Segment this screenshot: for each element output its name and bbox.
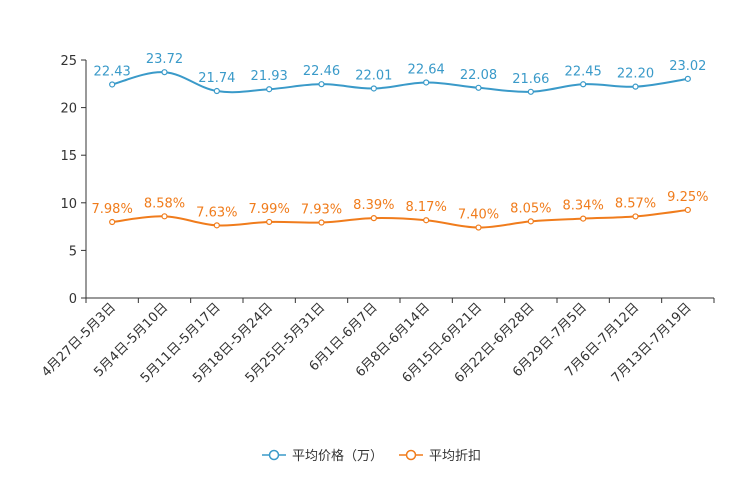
y-tick-label: 15 — [60, 149, 77, 164]
data-point[interactable] — [423, 79, 430, 86]
data-label: 21.93 — [251, 69, 288, 84]
data-point[interactable] — [318, 219, 325, 226]
y-tick-label: 25 — [60, 54, 77, 69]
data-point[interactable] — [318, 81, 325, 88]
data-point[interactable] — [370, 85, 377, 92]
data-label: 22.01 — [355, 68, 392, 83]
data-point[interactable] — [370, 215, 377, 222]
data-label: 7.99% — [249, 202, 290, 217]
data-label: 22.45 — [565, 64, 602, 79]
data-point[interactable] — [266, 218, 273, 226]
data-label: 8.34% — [563, 199, 604, 214]
data-point[interactable] — [475, 84, 482, 91]
data-point[interactable] — [527, 88, 534, 95]
data-label: 22.64 — [408, 62, 445, 77]
legend-marker-icon — [268, 449, 280, 461]
data-label: 23.02 — [669, 59, 706, 74]
legend-item-1[interactable]: 平均价格（万） — [262, 448, 383, 464]
data-label: 8.58% — [144, 196, 185, 211]
data-label: 8.05% — [510, 201, 551, 216]
data-label: 22.20 — [617, 67, 654, 82]
series-line — [112, 208, 688, 229]
data-label: 7.93% — [301, 203, 342, 218]
data-point[interactable] — [109, 218, 116, 226]
data-label: 8.57% — [615, 196, 656, 211]
axes: 05101520254月27日-5月3日5月4日-5月10日5月11日-5月17… — [39, 54, 715, 386]
series-2: 7.98% 8.58% 7.63% 7.99% 7.93% 8.39% 8.17% 7.40%… — [92, 190, 708, 231]
y-tick-label: 0 — [69, 292, 77, 307]
legend: 平均价格（万） 平均折扣 — [262, 448, 481, 464]
data-point[interactable] — [423, 217, 430, 224]
legend-marker-icon — [405, 449, 417, 461]
series-1: 22.43 23.72 21.74 21.93 22.46 22.01 22.64 22.08… — [94, 52, 706, 95]
data-point[interactable] — [109, 81, 116, 88]
data-point[interactable] — [684, 75, 691, 82]
data-label: 22.46 — [303, 64, 340, 79]
data-point[interactable] — [580, 81, 587, 88]
legend-label: 平均折扣 — [429, 449, 481, 464]
data-point[interactable] — [161, 69, 168, 76]
y-tick-label: 10 — [60, 197, 77, 212]
series-layer: 22.43 23.72 21.74 21.93 22.46 22.01 22.64 22.08… — [92, 52, 708, 231]
data-label: 23.72 — [146, 52, 183, 67]
data-point[interactable] — [580, 215, 587, 222]
data-point[interactable] — [475, 224, 482, 231]
data-point[interactable] — [632, 213, 639, 220]
data-label: 9.25% — [667, 190, 708, 205]
data-point[interactable] — [684, 206, 691, 214]
data-label: 7.40% — [458, 208, 499, 223]
legend-label: 平均价格（万） — [292, 448, 383, 464]
data-point[interactable] — [161, 213, 168, 220]
data-point[interactable] — [213, 222, 220, 229]
data-label: 7.63% — [196, 205, 237, 220]
data-label: 8.17% — [406, 200, 447, 215]
data-label: 7.98% — [92, 202, 133, 217]
legend-item-2[interactable]: 平均折扣 — [399, 449, 481, 464]
data-point[interactable] — [527, 218, 534, 225]
y-tick-label: 5 — [69, 244, 77, 259]
series-line — [111, 71, 688, 94]
data-label: 22.43 — [94, 64, 131, 79]
data-point[interactable] — [632, 83, 639, 90]
data-point[interactable] — [213, 87, 220, 95]
data-label: 8.39% — [353, 198, 394, 213]
y-tick-label: 20 — [60, 102, 77, 117]
data-label: 22.08 — [460, 68, 497, 83]
data-label: 21.74 — [198, 71, 235, 86]
data-point[interactable] — [266, 86, 273, 93]
data-label: 21.66 — [512, 72, 549, 87]
